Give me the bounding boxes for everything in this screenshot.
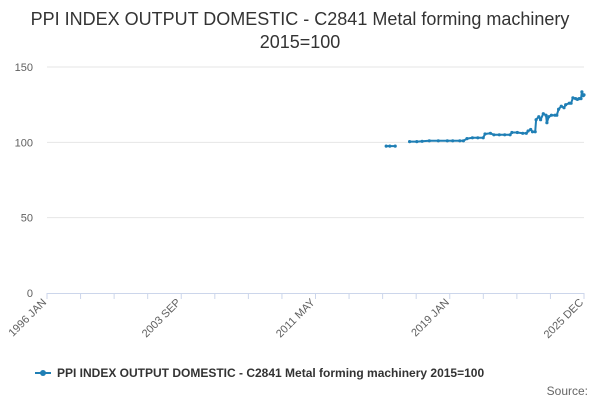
data-point (557, 107, 561, 111)
data-point (436, 139, 440, 143)
data-point (488, 131, 492, 135)
data-point (470, 136, 474, 140)
data-point (458, 139, 462, 143)
data-point (541, 112, 545, 116)
data-point (483, 132, 487, 136)
data-point (415, 140, 419, 144)
data-point (526, 129, 530, 133)
data-point (465, 137, 469, 141)
data-point (529, 127, 533, 132)
y-tick-label: 100 (15, 137, 33, 149)
data-point (580, 90, 584, 94)
y-tick-label: 50 (21, 213, 33, 225)
legend-label: PPI INDEX OUTPUT DOMESTIC - C2841 Metal … (57, 366, 485, 380)
data-point (510, 130, 514, 135)
data-point (497, 133, 501, 137)
data-point (544, 113, 548, 117)
data-point (508, 133, 512, 137)
data-point (521, 131, 525, 135)
x-tick-label: 1996 JAN (6, 297, 49, 340)
data-point (503, 133, 507, 137)
data-point (562, 106, 566, 110)
source-label: Source: (546, 384, 588, 398)
data-point (476, 136, 480, 140)
data-point (564, 103, 568, 107)
x-tick-label: 2019 JAN (409, 297, 452, 340)
legend-line-icon (35, 367, 51, 379)
x-tick-label: 2011 MAY (274, 296, 318, 340)
data-point (481, 136, 485, 140)
series-line (409, 90, 585, 143)
data-point (492, 133, 496, 137)
data-point (445, 139, 449, 143)
data-point (549, 113, 554, 117)
data-point (530, 130, 535, 134)
data-point (427, 139, 431, 143)
y-tick-label: 0 (27, 288, 33, 300)
data-point (582, 93, 586, 97)
x-tick-label: 2003 SEP (140, 297, 184, 341)
data-point (559, 104, 563, 108)
data-point (533, 130, 537, 134)
data-point (393, 144, 397, 148)
data-point (571, 96, 575, 100)
data-point (461, 139, 465, 143)
data-point (515, 130, 519, 135)
data-point (388, 144, 392, 148)
data-point (539, 118, 543, 122)
data-point (534, 118, 538, 122)
data-point (569, 101, 573, 105)
data-point (537, 115, 541, 119)
y-tick-label: 150 (15, 62, 33, 74)
data-point (579, 97, 583, 101)
data-point (451, 139, 455, 143)
chart-title: PPI INDEX OUTPUT DOMESTIC - C2841 Metal … (30, 9, 570, 52)
data-point (555, 113, 559, 117)
data-point (524, 131, 528, 135)
x-tick-label: 2025 DEC (542, 297, 586, 341)
data-point (420, 139, 424, 143)
data-point (408, 140, 412, 144)
legend-item[interactable]: PPI INDEX OUTPUT DOMESTIC - C2841 Metal … (35, 366, 575, 380)
data-point (545, 121, 549, 125)
data-point (384, 144, 388, 148)
data-point (547, 115, 551, 119)
